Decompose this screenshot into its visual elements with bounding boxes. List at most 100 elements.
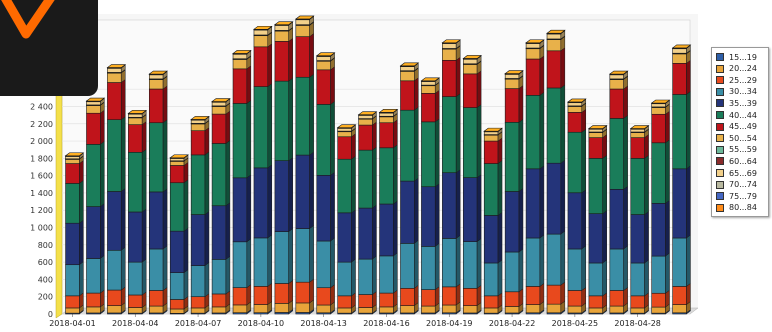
bar-segment xyxy=(525,168,541,239)
bar-segment-side xyxy=(309,73,314,156)
bar-segment xyxy=(588,262,604,297)
bar-segment-side xyxy=(623,114,628,190)
legend-item[interactable]: 70...74 xyxy=(716,180,757,190)
bar-segment-side xyxy=(414,77,419,111)
bar-segment xyxy=(232,103,248,179)
bar-stack xyxy=(315,52,336,315)
bar-segment xyxy=(400,288,415,306)
bar-segment-side xyxy=(644,259,649,297)
bar-stack xyxy=(546,29,566,315)
bar-segment xyxy=(128,307,143,314)
bar-segment xyxy=(211,306,227,314)
bar-segment xyxy=(316,104,331,176)
legend-item[interactable]: 20...24 xyxy=(716,64,757,74)
legend-item[interactable]: 55...59 xyxy=(716,145,757,155)
bar-segment xyxy=(588,307,604,314)
legend-item[interactable]: 30...34 xyxy=(716,87,757,97)
bar-segment xyxy=(169,182,185,232)
bar-segment xyxy=(546,39,562,52)
bar-top xyxy=(273,21,294,25)
legend-item[interactable]: 50...54 xyxy=(716,133,757,143)
bar-segment-side xyxy=(309,278,314,304)
legend-item[interactable]: 65...69 xyxy=(716,168,757,178)
bar-top xyxy=(190,116,210,120)
bar-segment-side xyxy=(225,255,231,295)
bar-segment-side xyxy=(120,187,126,251)
bar-segment xyxy=(86,112,101,145)
bar-segment xyxy=(651,292,666,308)
bar-segment xyxy=(190,307,206,314)
bar-top xyxy=(357,111,378,115)
y-tick-label: 400 xyxy=(38,275,53,284)
bar-segment xyxy=(546,87,562,164)
bar-top xyxy=(315,52,336,57)
bar-segment xyxy=(421,121,436,188)
bar-segment xyxy=(442,172,457,239)
bar-segment-side xyxy=(100,140,105,208)
bar-segment-side xyxy=(120,79,126,121)
bar-segment-side xyxy=(602,154,607,215)
bar-segment xyxy=(337,136,352,160)
bar-segment xyxy=(295,154,310,229)
bar-segment xyxy=(190,214,206,266)
bar-segment xyxy=(400,305,415,314)
y-tick-label: 2 200 xyxy=(30,120,53,129)
bar-segment-side xyxy=(686,282,691,306)
bar-segment-side xyxy=(79,261,84,297)
bar-segment-side xyxy=(497,211,503,264)
bar-segment-side xyxy=(372,146,377,209)
legend-item[interactable]: 45...49 xyxy=(716,122,757,132)
bar-segment xyxy=(651,142,666,204)
legend-item[interactable]: 15...19 xyxy=(716,52,757,62)
bar-segment xyxy=(421,85,436,94)
bar-segment xyxy=(274,283,290,304)
bar-segment xyxy=(672,94,687,170)
bar-segment xyxy=(400,66,415,71)
bar-segment xyxy=(358,307,373,314)
bar-segment xyxy=(442,42,457,49)
bar-segment xyxy=(128,124,143,153)
bar-segment xyxy=(546,50,562,89)
bar-segment xyxy=(630,295,645,309)
legend-item[interactable]: 35...39 xyxy=(716,98,757,108)
legend-item[interactable]: 25...29 xyxy=(716,75,757,85)
bar-top xyxy=(441,39,462,44)
legend-item[interactable]: 75...79 xyxy=(716,191,757,201)
bar-top xyxy=(106,64,127,68)
bar-stack xyxy=(462,54,483,315)
bar-segment xyxy=(86,258,101,294)
bar-segment-side xyxy=(476,70,482,109)
bar-segment-side xyxy=(539,165,545,239)
bar-segment-side xyxy=(183,269,189,300)
bar-segment xyxy=(525,48,541,60)
bar-segment xyxy=(295,36,310,78)
bar-segment xyxy=(358,124,373,151)
bar-stack xyxy=(441,39,462,315)
bar-segment xyxy=(567,248,583,291)
bar-segment-side xyxy=(267,164,273,239)
bar-segment-side xyxy=(434,242,440,291)
bar-segment-side xyxy=(518,187,524,253)
bar-top xyxy=(420,77,441,82)
bar-segment-side xyxy=(162,85,168,124)
bar-segment xyxy=(504,291,520,307)
bar-top xyxy=(483,127,503,132)
chart-legend: 15...19 20...24 25...29 30...34 35...39 40...… xyxy=(711,47,769,217)
legend-item[interactable]: 80...84 xyxy=(716,203,757,213)
x-tick-label: 2018-04-19 xyxy=(426,319,473,328)
legend-item[interactable]: 40...44 xyxy=(716,110,757,120)
bar-segment xyxy=(379,255,394,294)
bar-segment xyxy=(211,143,227,207)
bar-segment xyxy=(316,175,331,242)
bar-segment xyxy=(546,284,562,305)
bar-segment xyxy=(609,88,624,119)
bar-segment xyxy=(483,134,499,142)
legend-label: 40...44 xyxy=(729,110,757,120)
bar-segment xyxy=(400,80,415,111)
logo-mark-icon xyxy=(1,0,55,39)
bar-stack xyxy=(504,70,524,315)
bar-top xyxy=(608,70,629,75)
bar-segment-side xyxy=(351,133,356,160)
legend-item[interactable]: 60...64 xyxy=(716,156,757,166)
x-tick-label: 2018-04-13 xyxy=(300,319,347,328)
